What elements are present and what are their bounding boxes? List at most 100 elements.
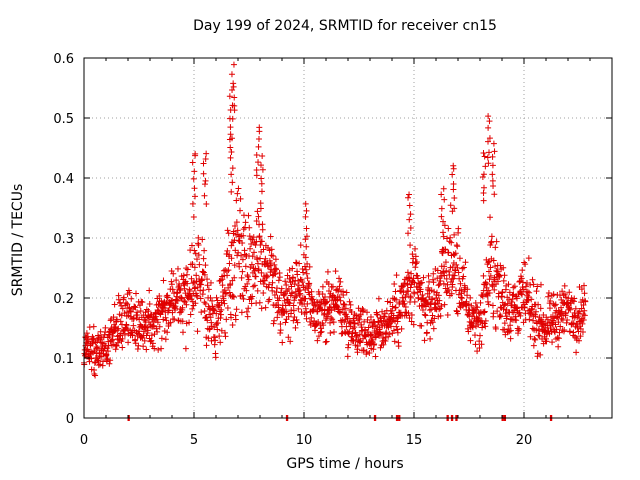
data-point	[443, 275, 450, 282]
data-point	[325, 281, 332, 288]
data-point	[302, 213, 309, 220]
data-point	[205, 335, 212, 342]
data-point	[217, 339, 224, 346]
data-point	[153, 325, 160, 332]
data-point	[290, 317, 297, 324]
data-point	[427, 335, 434, 342]
data-point	[342, 305, 349, 312]
data-point	[291, 294, 298, 301]
data-point	[202, 156, 209, 163]
data-point	[238, 274, 245, 281]
data-point	[108, 337, 115, 344]
data-point	[404, 269, 411, 276]
data-point	[491, 148, 498, 155]
data-point	[340, 301, 347, 308]
data-point	[448, 239, 455, 246]
data-point	[507, 327, 514, 334]
data-point	[578, 286, 585, 293]
data-point	[221, 287, 228, 294]
data-point	[522, 283, 529, 290]
data-point	[366, 350, 373, 357]
data-point	[230, 83, 237, 90]
data-point	[453, 242, 460, 249]
data-point	[558, 315, 565, 322]
data-point	[388, 323, 395, 330]
data-point	[482, 163, 489, 170]
data-point	[209, 297, 216, 304]
y-tick-label: 0.5	[53, 112, 74, 127]
data-point	[235, 249, 242, 256]
data-point	[139, 299, 146, 306]
data-point	[500, 264, 507, 271]
data-point	[528, 296, 535, 303]
data-point	[257, 200, 264, 207]
data-point	[336, 294, 343, 301]
x-tick-label: 5	[190, 433, 198, 448]
data-point	[518, 291, 525, 298]
data-point	[571, 295, 578, 302]
data-point	[114, 327, 121, 334]
data-point	[288, 283, 295, 290]
data-point	[327, 330, 334, 337]
data-point	[369, 336, 376, 343]
data-point	[488, 239, 495, 246]
data-point	[372, 353, 379, 360]
data-point	[492, 263, 499, 270]
data-point	[174, 289, 181, 296]
data-point	[324, 313, 331, 320]
data-point	[401, 280, 408, 287]
data-point	[532, 308, 539, 315]
data-point	[203, 150, 210, 157]
data-point	[184, 280, 191, 287]
data-point	[259, 152, 266, 159]
data-point	[407, 242, 414, 249]
data-point	[259, 166, 266, 173]
data-point	[348, 309, 355, 316]
data-point	[97, 361, 104, 368]
data-point	[234, 190, 241, 197]
data-point	[483, 280, 490, 287]
data-point	[267, 269, 274, 276]
data-point	[217, 314, 224, 321]
data-point	[148, 332, 155, 339]
data-point	[327, 319, 334, 326]
data-point	[207, 314, 214, 321]
data-point	[368, 332, 375, 339]
data-point	[377, 344, 384, 351]
data-point	[315, 333, 322, 340]
data-point	[407, 211, 414, 218]
data-point	[198, 309, 205, 316]
data-point	[272, 256, 279, 263]
data-point	[500, 306, 507, 313]
data-point	[179, 304, 186, 311]
data-point	[440, 280, 447, 287]
data-point	[537, 351, 544, 358]
data-point	[289, 265, 296, 272]
data-point	[570, 320, 577, 327]
data-point	[245, 305, 252, 312]
data-point	[290, 302, 297, 309]
data-point	[255, 213, 262, 220]
data-point	[359, 308, 366, 315]
data-point	[482, 323, 489, 330]
data-point	[472, 341, 479, 348]
data-point	[336, 275, 343, 282]
data-point	[170, 270, 177, 277]
data-point	[422, 312, 429, 319]
data-point	[356, 316, 363, 323]
data-point	[304, 300, 311, 307]
data-point	[375, 318, 382, 325]
data-point	[430, 270, 437, 277]
data-point	[412, 264, 419, 271]
data-point	[192, 152, 199, 159]
data-point	[219, 282, 226, 289]
data-point	[406, 191, 413, 198]
data-point	[270, 252, 277, 259]
data-point	[448, 290, 455, 297]
data-point	[168, 278, 175, 285]
data-point	[199, 276, 206, 283]
data-point	[323, 338, 330, 345]
data-point	[302, 295, 309, 302]
data-point	[204, 276, 211, 283]
data-point	[328, 307, 335, 314]
